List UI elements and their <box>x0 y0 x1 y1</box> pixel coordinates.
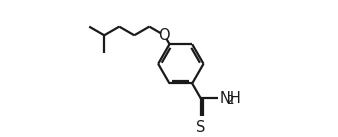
Text: 2: 2 <box>226 94 234 107</box>
Text: S: S <box>196 120 206 135</box>
Text: NH: NH <box>220 91 242 106</box>
Text: O: O <box>159 28 170 43</box>
